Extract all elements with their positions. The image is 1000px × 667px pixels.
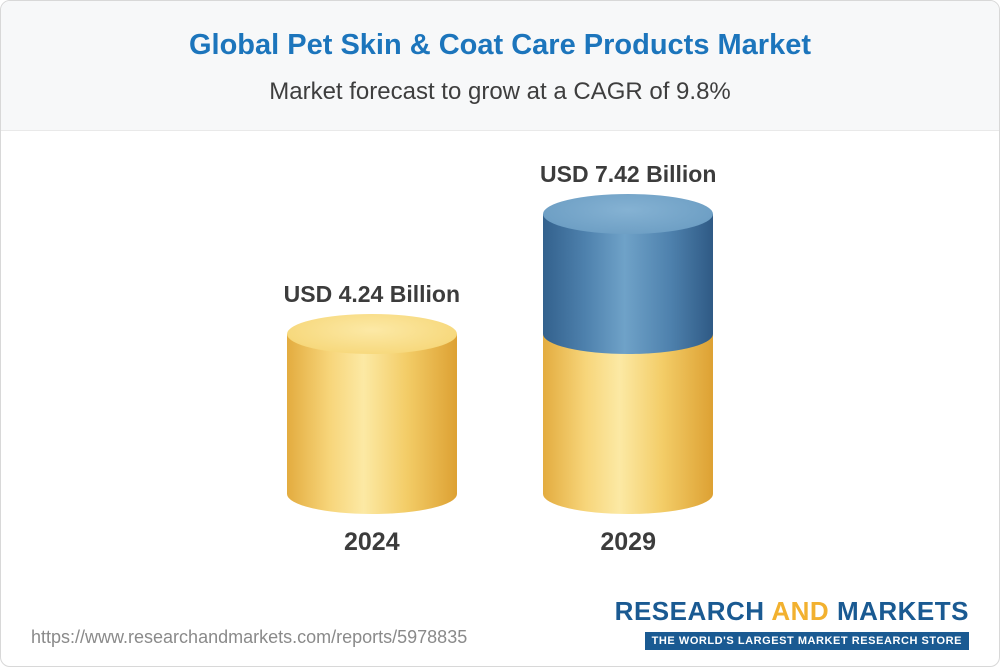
logo-word-research: RESEARCH [614,596,765,626]
logo-word-markets: MARKETS [836,596,969,626]
bar-2029-growth-section [543,194,714,354]
bar-chart: USD 4.24 Billion 2024 USD 7.42 Billion [1,161,999,557]
logo-wordmark: RESEARCH AND MARKETS [615,596,969,627]
logo-word-and: AND [771,596,830,626]
bar-2024-body [286,314,457,514]
bar-2024-top-cap [286,314,457,354]
bar-2029-top-cap [543,194,714,234]
bar-2029-base-section [543,334,714,514]
page-subtitle: Market forecast to grow at a CAGR of 9.8… [269,78,731,105]
research-and-markets-logo: RESEARCH AND MARKETS THE WORLD'S LARGEST… [615,596,969,650]
bar-2024-value-label: USD 4.24 Billion [283,281,460,307]
bar-2029-value-label: USD 7.42 Billion [540,161,717,187]
report-url: https://www.researchandmarkets.com/repor… [31,627,468,647]
footer: https://www.researchandmarkets.com/repor… [31,596,969,650]
bar-2029-junction-cap [543,314,714,354]
page-title: Global Pet Skin & Coat Care Products Mar… [188,29,812,61]
logo-tagline: THE WORLD'S LARGEST MARKET RESEARCH STOR… [644,632,969,650]
bar-2024-bottom-cap [286,474,457,514]
bar-2029-cylinder [543,194,714,516]
bar-2029-column: USD 7.42 Billion 2029 [540,161,716,557]
bar-2024-column: USD 4.24 Billion 2024 [284,281,460,557]
bar-2029-bottom-cap [543,474,714,514]
bar-2024-cylinder [286,314,457,516]
bar-2024-year-label: 2024 [344,528,400,556]
chart-header: Global Pet Skin & Coat Care Products Mar… [1,1,999,131]
bar-2029-year-label: 2029 [600,528,656,556]
